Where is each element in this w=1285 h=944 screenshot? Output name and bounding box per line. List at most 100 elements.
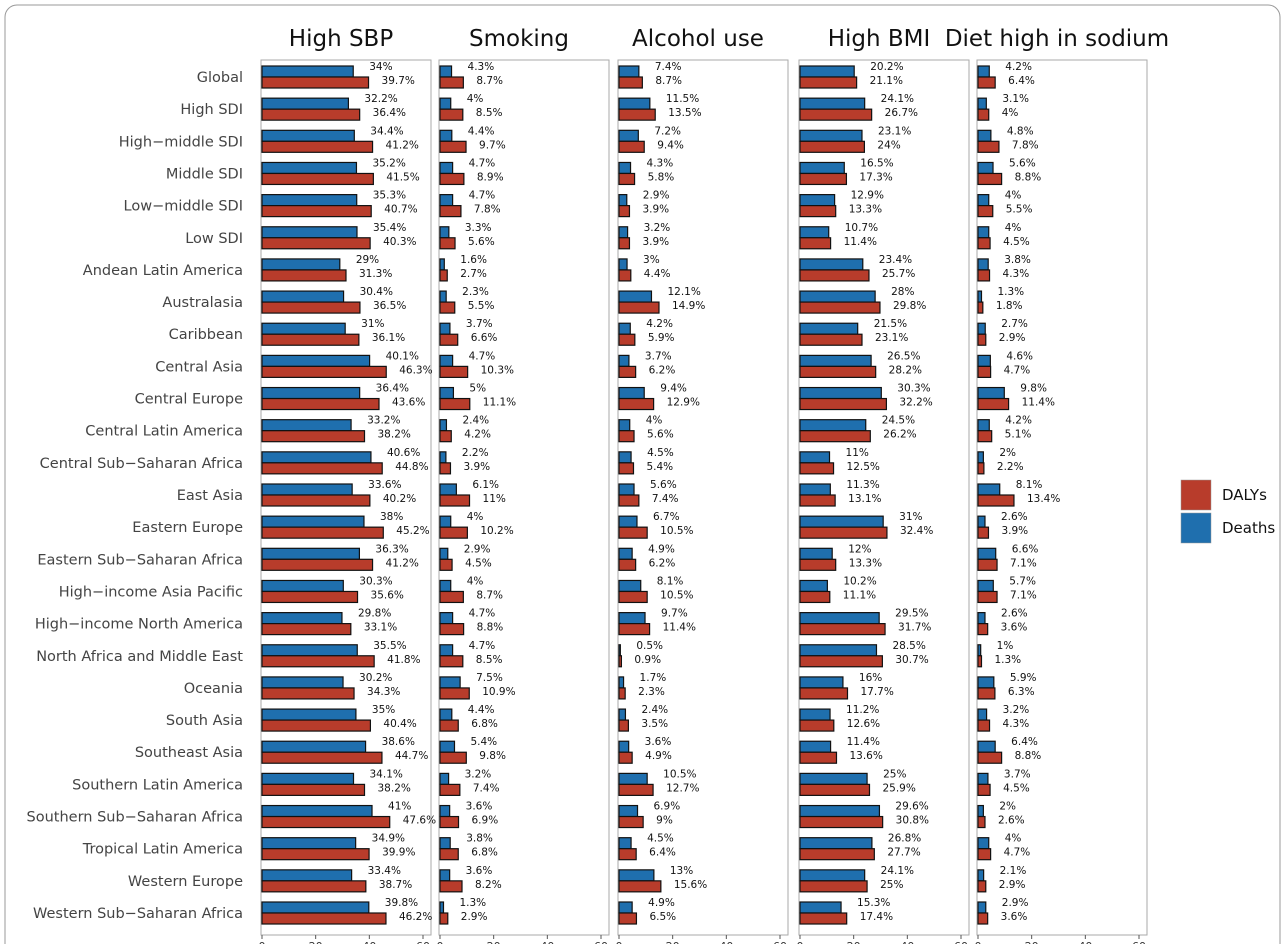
value-label: 2.2% [462, 447, 489, 459]
value-label: 8.1% [657, 575, 684, 587]
category-label: North Africa and Middle East [36, 649, 243, 665]
bar [439, 547, 449, 560]
value-label: 4.5% [1003, 782, 1030, 794]
bar [618, 397, 655, 411]
bar [799, 205, 837, 218]
bar [799, 65, 855, 78]
bar [439, 783, 461, 796]
value-label: 6.9% [472, 815, 499, 827]
bar [439, 623, 465, 636]
value-label: 10.5% [663, 768, 696, 780]
value-label: 5.4% [646, 461, 673, 473]
bar [261, 237, 371, 250]
value-label: 3.6% [1001, 622, 1028, 634]
value-label: 4.3% [1003, 268, 1030, 280]
value-label: 13.3% [849, 557, 882, 569]
value-label: 10.2% [480, 525, 513, 537]
category-label: Central Europe [135, 392, 243, 408]
category-label: East Asia [177, 488, 243, 504]
value-label: 31% [899, 511, 922, 523]
bar [261, 140, 374, 153]
value-label: 24% [877, 139, 900, 151]
value-label: 17.7% [860, 686, 893, 698]
value-label: 47.6% [403, 815, 436, 827]
value-label: 38.2% [378, 429, 411, 441]
bar [799, 515, 884, 528]
value-label: 1.8% [996, 300, 1023, 312]
bar [977, 65, 990, 78]
value-label: 26.5% [887, 350, 920, 362]
bar [799, 494, 836, 507]
value-label: 6.3% [1008, 686, 1035, 698]
panel-title: Smoking [469, 26, 569, 52]
value-label: 30.7% [895, 654, 928, 666]
bar [799, 226, 830, 239]
value-label: 5.6% [1009, 157, 1036, 169]
category-label: Low−middle SDI [124, 199, 243, 215]
bar [618, 333, 636, 346]
panel-frame [438, 59, 610, 936]
bar [261, 226, 358, 239]
bar [799, 783, 871, 796]
x-tick-label: 20 [487, 940, 501, 944]
value-label: 2.9% [643, 190, 670, 202]
bar [618, 687, 626, 700]
x-tick-label: 60 [954, 940, 968, 944]
value-label: 17.4% [860, 911, 893, 923]
value-label: 6.7% [653, 511, 680, 523]
bar [977, 419, 990, 432]
value-label: 33.4% [368, 865, 401, 877]
value-label: 33.6% [368, 479, 401, 491]
x-tick-label: 60 [416, 940, 430, 944]
bar [618, 237, 631, 250]
bar [799, 301, 881, 314]
value-label: 38.6% [382, 736, 415, 748]
value-label: 15.6% [674, 879, 707, 891]
bar [439, 269, 448, 282]
x-tick-label: 20 [666, 940, 680, 944]
value-label: 23.1% [878, 125, 911, 137]
bar [439, 301, 456, 314]
value-label: 36.4% [373, 107, 406, 119]
bar [261, 205, 372, 218]
bar [261, 290, 345, 303]
bar [439, 869, 451, 882]
value-label: 3.1% [1002, 93, 1029, 105]
value-label: 10.9% [482, 686, 515, 698]
bar [261, 526, 384, 539]
value-label: 7.8% [1012, 139, 1039, 151]
bar [977, 719, 991, 732]
bar [977, 687, 996, 700]
value-label: 40.1% [386, 350, 419, 362]
value-label: 2.6% [1001, 511, 1028, 523]
bar [799, 269, 870, 282]
value-label: 4.6% [1006, 350, 1033, 362]
category-label: Oceania [184, 681, 243, 697]
value-label: 8.7% [476, 75, 503, 87]
value-label: 3.9% [463, 461, 490, 473]
value-label: 7.5% [476, 672, 503, 684]
legend-swatch [1180, 479, 1212, 511]
value-label: 2.9% [1002, 897, 1029, 909]
bar [977, 590, 998, 604]
value-label: 10.2% [843, 575, 876, 587]
value-label: 4% [1005, 222, 1022, 234]
value-label: 9.4% [660, 383, 687, 395]
bar [799, 129, 863, 142]
x-tick-label: 40 [362, 940, 376, 944]
bar [977, 194, 990, 207]
bar [799, 397, 888, 411]
value-label: 26.8% [888, 833, 921, 845]
value-label: 8.1% [1016, 479, 1043, 491]
bar [799, 719, 835, 732]
bar [618, 837, 632, 850]
bar [799, 526, 888, 539]
value-label: 4% [1002, 107, 1019, 119]
value-label: 9.4% [657, 139, 684, 151]
bar [618, 676, 625, 689]
bar [977, 301, 984, 314]
bar [618, 783, 654, 796]
bar [977, 751, 1003, 764]
value-label: 4.5% [465, 557, 492, 569]
bar [977, 386, 1005, 400]
